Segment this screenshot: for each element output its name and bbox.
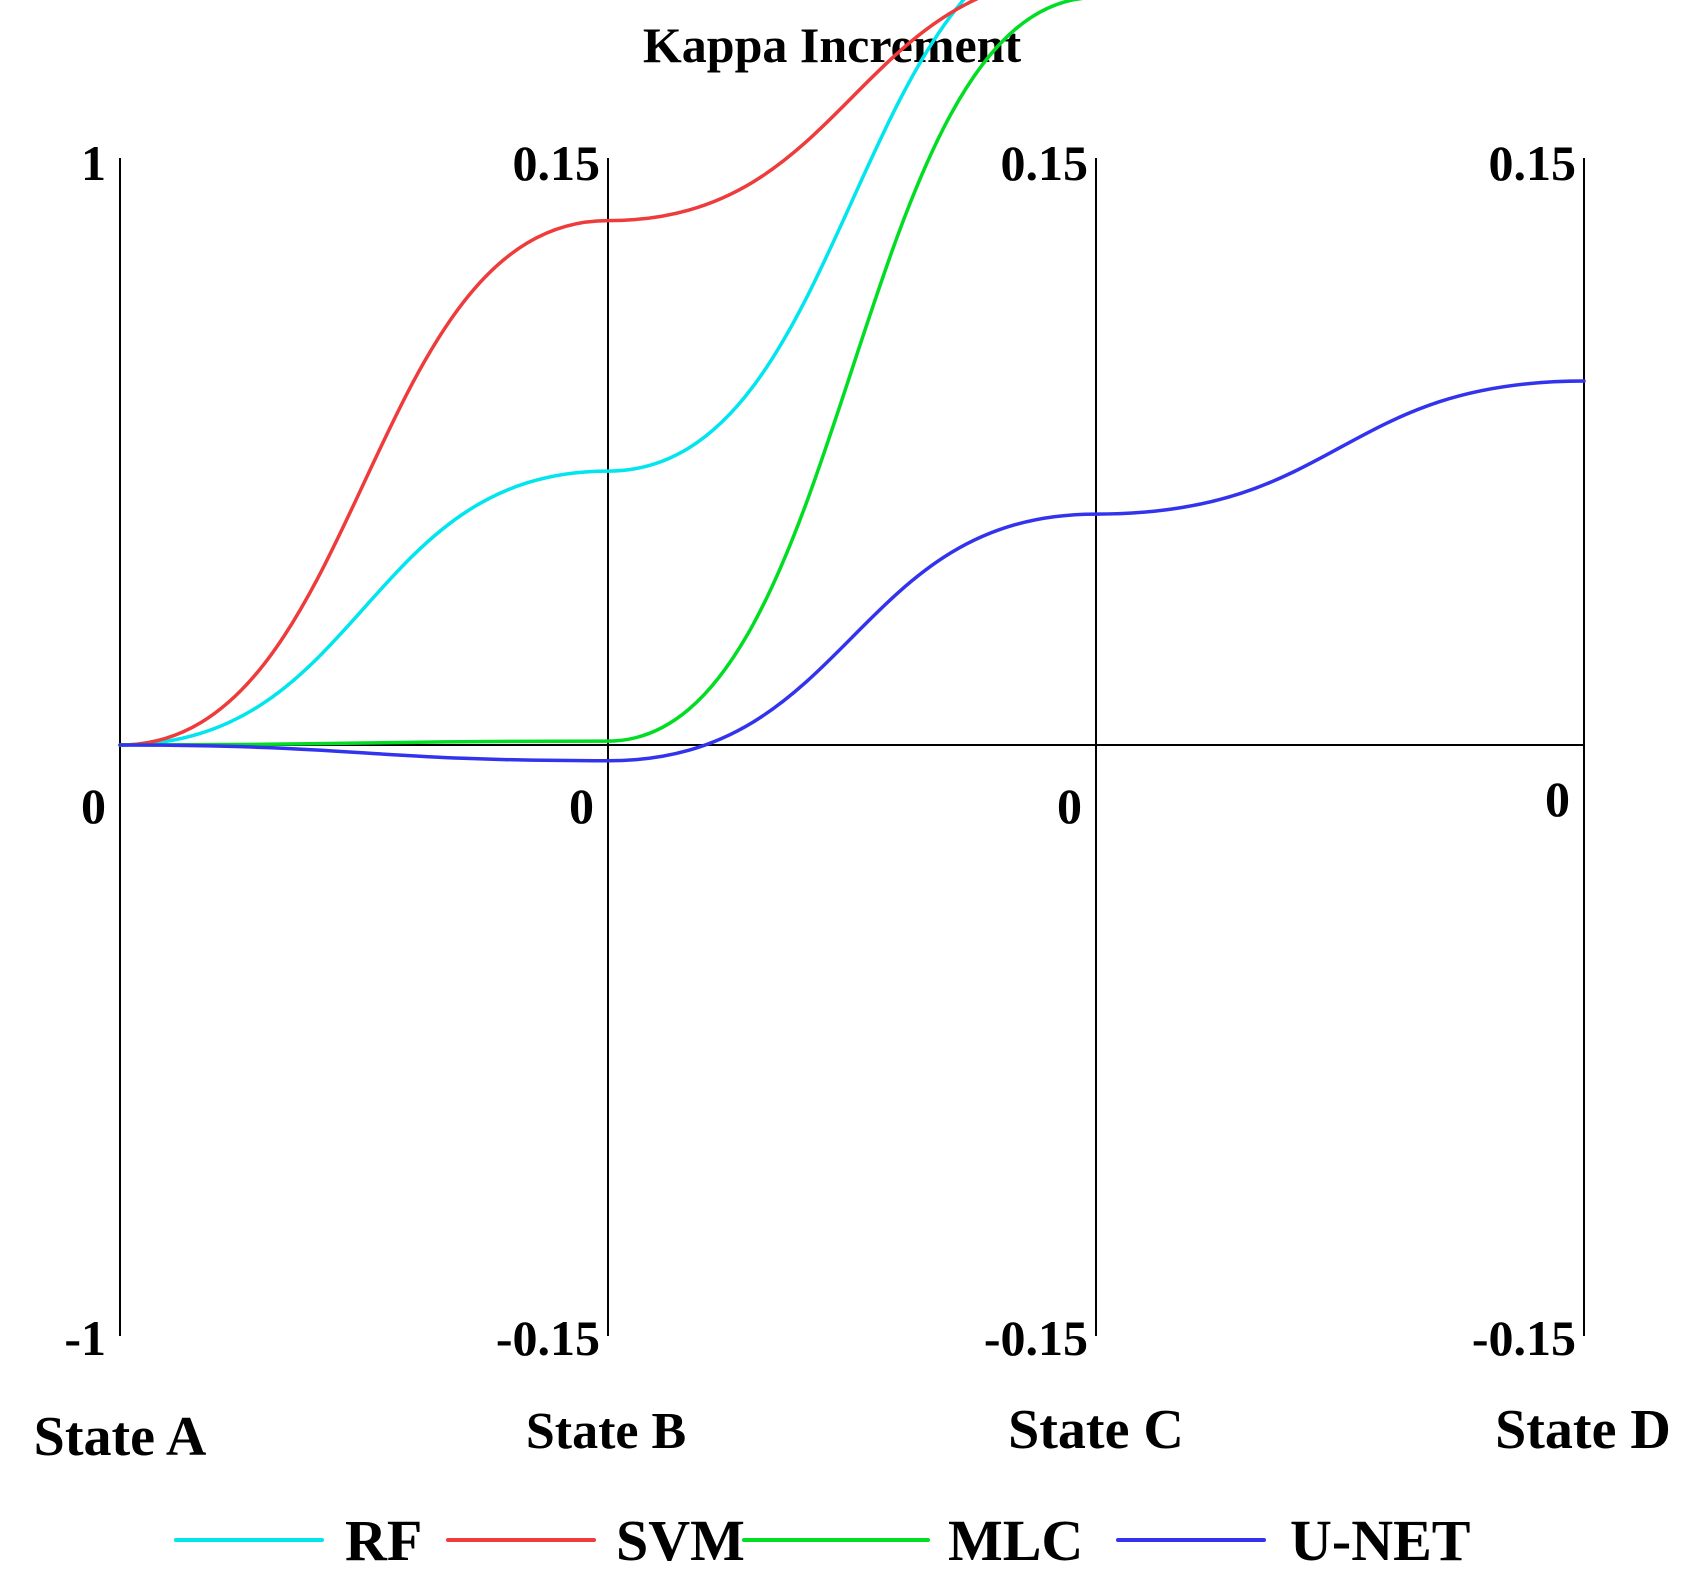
axes-group: 1 0 -1 State A 0.15 0 -0.15 State B 0.15 0 -0.15 St… xyxy=(34,135,1671,1468)
category-label-state-d: State D xyxy=(1495,1399,1671,1461)
legend-label-u-net: U-NET xyxy=(1290,1508,1470,1573)
series-group xyxy=(118,0,1586,763)
chart-title: Kappa Increment xyxy=(643,17,1022,73)
legend-label-mlc: MLC xyxy=(948,1508,1083,1573)
legend-label-rf: RF xyxy=(345,1508,422,1573)
axis-zero-label-state-a: 0 xyxy=(81,778,106,834)
legend-item-u-net: U-NET xyxy=(1116,1508,1470,1573)
axis-top-label-state-b: 0.15 xyxy=(513,135,601,191)
series-line-mlc xyxy=(118,0,1088,747)
category-label-state-a: State A xyxy=(34,1406,207,1468)
axis-zero-label-state-c: 0 xyxy=(1057,778,1082,834)
axis-top-label-state-d: 0.15 xyxy=(1489,135,1577,191)
axis-zero-label-state-b: 0 xyxy=(569,778,594,834)
legend-label-svm: SVM xyxy=(616,1508,745,1573)
legend-item-rf: RF xyxy=(174,1508,422,1573)
axis-top-label-state-a: 1 xyxy=(81,135,106,191)
legend: RF SVM MLC U-NET xyxy=(174,1508,1470,1573)
category-label-state-b: State B xyxy=(526,1403,686,1460)
axis-bottom-label-state-c: -0.15 xyxy=(984,1310,1088,1366)
axis-top-label-state-c: 0.15 xyxy=(1001,135,1089,191)
legend-item-mlc: MLC xyxy=(742,1508,1083,1573)
axis-bottom-label-state-a: -1 xyxy=(64,1310,106,1366)
axis-bottom-label-state-d: -0.15 xyxy=(1472,1310,1576,1366)
axis-zero-label-state-d: 0 xyxy=(1545,771,1570,827)
series-line-svm xyxy=(118,0,979,747)
axis-bottom-label-state-b: -0.15 xyxy=(496,1310,600,1366)
legend-item-svm: SVM xyxy=(446,1508,745,1573)
category-label-state-c: State C xyxy=(1008,1399,1184,1461)
series-line-rf xyxy=(118,0,966,747)
series-line-u-net xyxy=(118,379,1586,763)
